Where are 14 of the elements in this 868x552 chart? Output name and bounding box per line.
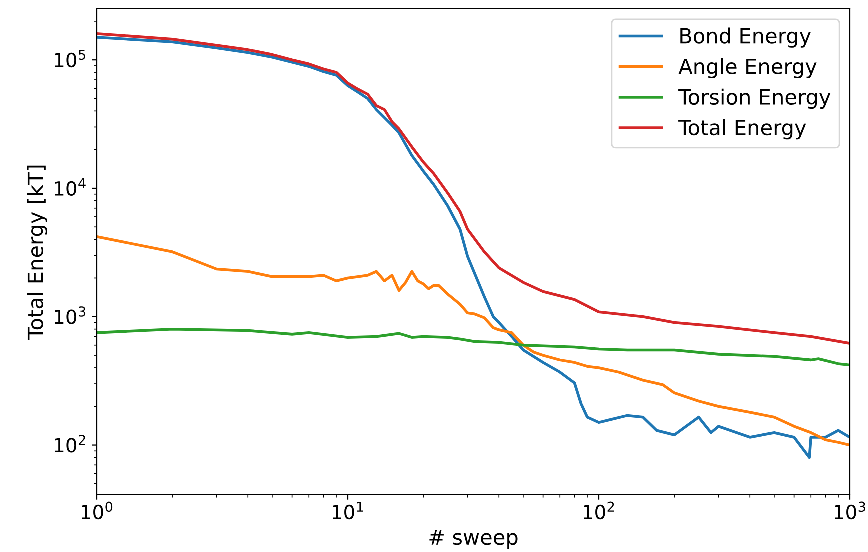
y-tick-label: 10$^{2}$	[55, 434, 86, 453]
x-tick-label: 10$^{3}$	[835, 502, 866, 520]
y-tick-label: 10$^{4}$	[55, 178, 86, 196]
legend-label: Angle Energy	[678, 58, 817, 78]
y-tick-label: 10$^{3}$	[55, 306, 86, 324]
x-tick-label: 10$^{1}$	[333, 502, 364, 520]
x-tick-label: 10$^{2}$	[584, 502, 614, 520]
y-tick-label: 10$^{5}$	[55, 50, 86, 68]
x-axis-title: # sweep	[430, 530, 518, 550]
legend-label: Torsion Energy	[678, 88, 831, 110]
y-axis-title: Total Energy [kT]	[27, 166, 48, 340]
x-tick-label: 10$^{0}$	[82, 502, 113, 520]
legend-label: Total Energy	[678, 119, 806, 140]
legend-label: Bond Energy	[680, 28, 812, 48]
